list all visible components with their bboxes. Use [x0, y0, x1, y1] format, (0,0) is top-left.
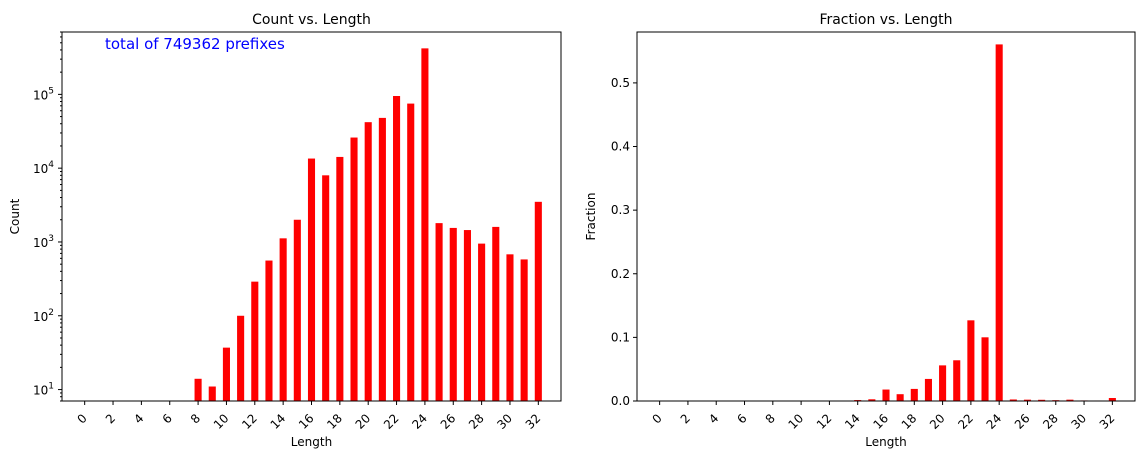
x-tick-label: 32	[523, 411, 544, 432]
bar	[407, 103, 415, 401]
bar	[194, 378, 202, 401]
x-tick-label: 18	[324, 411, 345, 432]
bar	[293, 219, 301, 401]
x-axis-label: Length	[865, 435, 906, 449]
bar	[910, 388, 918, 401]
chart-title: Count vs. Length	[252, 12, 371, 28]
x-tick-label: 6	[734, 411, 749, 426]
bar	[350, 137, 358, 401]
x-tick-label: 26	[438, 411, 459, 432]
bar	[307, 158, 316, 401]
bar	[449, 227, 457, 401]
bar	[251, 281, 259, 401]
x-tick-label: 12	[814, 411, 835, 432]
x-tick-label: 28	[466, 411, 487, 432]
y-axis-label: Fraction	[584, 193, 598, 241]
bar	[506, 254, 514, 401]
x-tick-label: 8	[763, 411, 778, 426]
fraction-vs-length-chart: 0 2 4 6 8 10 12 14 16 18 20 22 24 26 28 30 320.00.10.20.…	[584, 12, 1136, 449]
x-tick-label: 8	[188, 411, 203, 426]
x-axis-label: Length	[291, 435, 332, 449]
x-tick-label: 14	[842, 411, 863, 432]
bar	[435, 223, 443, 401]
bar	[1108, 398, 1116, 401]
x-tick-label: 24	[984, 411, 1005, 432]
x-tick-label: 20	[353, 411, 374, 432]
bar	[995, 44, 1003, 401]
bar	[208, 386, 216, 401]
total-annotation: total of 749362 prefixes	[105, 35, 285, 53]
bar	[463, 230, 471, 401]
y-tick-label: 0.4	[611, 140, 630, 154]
x-tick-label: 24	[409, 411, 430, 432]
bar	[1066, 399, 1074, 401]
x-tick-label: 12	[239, 411, 260, 432]
bar	[534, 201, 542, 401]
x-tick-label: 16	[296, 411, 317, 432]
x-tick-label: 14	[268, 411, 289, 432]
chart-title: Fraction vs. Length	[819, 12, 952, 28]
bar	[967, 320, 975, 401]
x-tick-label: 6	[160, 411, 175, 426]
y-tick-label: 104	[33, 160, 54, 176]
y-tick-label: 0.0	[611, 394, 630, 408]
bar	[421, 48, 429, 401]
x-tick-label: 30	[1068, 411, 1089, 432]
x-tick-label: 16	[870, 411, 891, 432]
axes-frame	[636, 31, 1136, 402]
bar	[378, 117, 386, 401]
y-tick-label: 101	[33, 382, 54, 398]
x-tick-label: 0	[75, 411, 90, 426]
y-tick-label: 103	[33, 234, 54, 250]
bar	[1038, 399, 1046, 401]
x-tick-label: 4	[706, 411, 721, 426]
bar	[222, 347, 230, 401]
x-tick-label: 26	[1012, 411, 1033, 432]
x-tick-label: 10	[211, 411, 232, 432]
x-tick-label: 32	[1097, 411, 1118, 432]
x-tick-label: 2	[678, 411, 693, 426]
bar	[939, 365, 947, 401]
y-tick-label: 0.5	[611, 76, 630, 90]
x-tick-label: 30	[494, 411, 515, 432]
bar	[1009, 399, 1017, 401]
x-tick-label: 22	[381, 411, 402, 432]
bar	[924, 378, 932, 401]
bar	[868, 399, 876, 401]
bar	[279, 238, 287, 401]
bar	[364, 122, 372, 402]
y-tick-label: 0.2	[611, 267, 630, 281]
y-tick-label: 0.3	[611, 203, 630, 217]
x-tick-label: 22	[955, 411, 976, 432]
y-tick-label: 0.1	[611, 330, 630, 344]
x-tick-label: 28	[1040, 411, 1061, 432]
bar	[896, 394, 904, 401]
x-tick-label: 4	[131, 411, 146, 426]
bar	[237, 315, 245, 401]
bar	[492, 226, 500, 401]
x-tick-label: 2	[103, 411, 118, 426]
bar	[520, 259, 528, 401]
count-vs-length-chart: 0 2 4 6 8 10 12 14 16 18 20 22 24 26 28 30 3210110210310…	[8, 12, 562, 449]
bar	[478, 243, 486, 401]
x-tick-label: 18	[899, 411, 920, 432]
bar	[265, 260, 273, 401]
bar	[322, 175, 330, 401]
bar	[393, 96, 401, 401]
y-tick-label: 105	[33, 86, 54, 102]
bar	[336, 156, 344, 401]
x-tick-label: 10	[786, 411, 807, 432]
bar	[981, 337, 989, 401]
bar	[1023, 399, 1032, 401]
x-tick-label: 0	[649, 411, 664, 426]
y-tick-label: 102	[33, 308, 54, 324]
bar	[882, 389, 890, 401]
bar	[953, 360, 961, 401]
x-tick-label: 20	[927, 411, 948, 432]
y-axis-label: Count	[8, 198, 22, 234]
